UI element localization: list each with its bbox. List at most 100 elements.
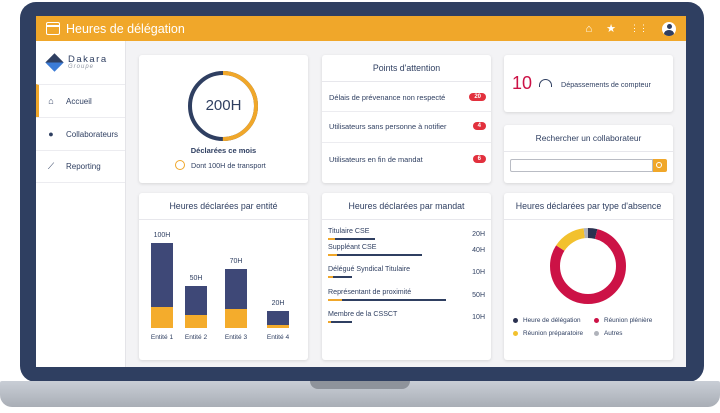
- calendar-icon: [46, 22, 60, 35]
- sidebar-item-label: Accueil: [66, 96, 92, 106]
- search-title: Rechercher un collaborateur: [504, 125, 673, 152]
- attention-row-label: Délais de prévenance non respecté: [329, 92, 446, 102]
- entity-bar: [185, 285, 207, 328]
- mandat-label: Délégué Syndical Titulaire: [328, 265, 411, 273]
- transport-line: Dont 100H de transport: [175, 160, 266, 170]
- counter-card: 10 Dépassements de compteur: [504, 55, 673, 112]
- entity-bar-value: 20H: [271, 300, 285, 307]
- apps-grid-icon[interactable]: ⋮⋮: [630, 23, 648, 33]
- users-icon: ●: [48, 129, 54, 139]
- sidebar-item-reporting[interactable]: ⟋ Reporting: [36, 150, 125, 183]
- mandat-bar-highlight: [328, 321, 331, 323]
- entity-bar-segment-main: [225, 268, 247, 310]
- entity-chart-plot: 100H Entité 1 50H Entité 2 70H Entité 3 20H Ent…: [139, 193, 308, 360]
- attention-row[interactable]: Utilisateurs en fin de mandat 6: [329, 151, 486, 167]
- legend-swatch: [594, 331, 599, 336]
- mandat-bar: [328, 299, 446, 301]
- mandat-chart-title: Heures déclarées par mandat: [322, 193, 491, 220]
- bus-icon: [175, 160, 185, 170]
- mandat-bar-highlight: [328, 254, 338, 256]
- entity-bar-value: 50H: [189, 274, 203, 282]
- attention-row[interactable]: Délais de prévenance non respecté 20: [329, 89, 486, 105]
- mandat-bar-highlight: [328, 276, 333, 278]
- attention-count-badge: 4: [472, 122, 486, 130]
- summary-card: 200H Déclarées ce mois Dont 100H de tran…: [139, 55, 308, 183]
- legend-swatch: [513, 331, 518, 336]
- entity-bar-segment-main: [267, 311, 289, 326]
- laptop-notch: [310, 381, 410, 389]
- entity-bar-value: 70H: [229, 257, 243, 265]
- mandat-label: Membre de la CSSCT: [328, 310, 398, 318]
- entity-bar: [151, 243, 173, 328]
- chart-line-icon: ⟋: [47, 161, 55, 171]
- legend-label: Réunion préparatoire: [523, 330, 584, 337]
- home-icon[interactable]: ⌂: [585, 22, 593, 35]
- entity-bar: [267, 311, 289, 328]
- entity-bar-segment-transport: [267, 325, 289, 328]
- entity-bar-category: Entité 1: [150, 334, 174, 341]
- logo-mark-icon: [45, 53, 64, 72]
- entity-chart-card: Heures déclarées par entité 100H Entité 1…: [139, 193, 308, 360]
- legend-swatch: [513, 318, 518, 323]
- donut-slice: [550, 228, 626, 304]
- mandat-value: 20H: [472, 231, 485, 238]
- mandat-value: 40H: [472, 247, 485, 254]
- donut-slice: [550, 228, 626, 304]
- attention-count-badge: 6: [472, 155, 486, 163]
- search-icon: [656, 161, 662, 168]
- legend-item: Réunion plénière: [594, 317, 652, 324]
- app-title: Heures de délégation: [66, 21, 185, 36]
- home-icon: ⌂: [48, 96, 54, 106]
- entity-bar-segment-transport: [151, 306, 173, 328]
- attention-card: Points d'attention Délais de prévenance …: [322, 55, 491, 183]
- mandat-label: Représentant de proximité: [328, 288, 412, 296]
- sidebar: Dakara Groupe ⌂ Accueil ● Collaborateurs…: [36, 41, 126, 367]
- search-button[interactable]: [653, 159, 667, 172]
- legend-label: Réunion plénière: [604, 317, 653, 324]
- mandat-label: Titulaire CSE: [328, 227, 370, 235]
- absence-donut: [550, 228, 626, 304]
- legend-item: Autres: [594, 330, 622, 337]
- entity-bar-value: 100H: [153, 232, 171, 239]
- top-actions: ⌂ ★ ⋮⋮: [585, 16, 676, 41]
- attention-row[interactable]: Utilisateurs sans personne à notifier 4: [329, 118, 486, 134]
- absence-chart-title: Heures déclarées par type d'absence: [504, 193, 673, 220]
- counter-label: Dépassements de compteur: [561, 80, 651, 89]
- sidebar-item-label: Reporting: [66, 162, 101, 171]
- entity-bar-category: Entité 3: [224, 334, 248, 341]
- entity-bar-segment-main: [185, 285, 207, 316]
- mandat-bar: [328, 321, 352, 323]
- entity-chart-title: Heures déclarées par entité: [139, 193, 308, 220]
- legend-swatch: [594, 318, 599, 323]
- app-screen: Heures de délégation ⌂ ★ ⋮⋮ Dakara Group…: [36, 16, 686, 367]
- logo-name: Dakara: [68, 54, 108, 65]
- legend-label: Heure de délégation: [523, 317, 581, 324]
- attention-count-badge: 20: [469, 93, 486, 101]
- sidebar-item-collaborateurs[interactable]: ● Collaborateurs: [36, 117, 125, 150]
- mandat-chart-card: Heures déclarées par mandat Titulaire CS…: [322, 193, 491, 360]
- entity-bar-category: Entité 4: [266, 334, 290, 341]
- entity-bar-segment-main: [151, 243, 173, 307]
- entity-bar-category: Entité 2: [184, 334, 208, 341]
- star-icon[interactable]: ★: [606, 23, 616, 35]
- mandat-bar: [328, 276, 352, 278]
- divider: [322, 142, 491, 143]
- entity-bar: [225, 268, 247, 329]
- top-bar: Heures de délégation ⌂ ★ ⋮⋮: [36, 16, 686, 41]
- summary-caption: Déclarées ce mois: [190, 146, 257, 155]
- avatar-icon[interactable]: [662, 21, 676, 36]
- mandat-value: 10H: [472, 314, 485, 321]
- entity-bar-segment-transport: [185, 315, 207, 328]
- mandat-value: 50H: [472, 292, 485, 299]
- mandat-label: Suppléant CSE: [328, 243, 377, 251]
- mandat-bar: [328, 238, 376, 240]
- sidebar-item-accueil[interactable]: ⌂ Accueil: [36, 84, 125, 117]
- speedometer-icon: [539, 79, 552, 87]
- summary-ring-progress: [188, 71, 258, 141]
- transport-text: Dont 100H de transport: [191, 160, 266, 170]
- search-input[interactable]: [510, 159, 653, 172]
- entity-bar-segment-transport: [225, 309, 247, 328]
- attention-title: Points d'attention: [322, 55, 491, 82]
- attention-row-label: Utilisateurs sans personne à notifier: [329, 121, 447, 131]
